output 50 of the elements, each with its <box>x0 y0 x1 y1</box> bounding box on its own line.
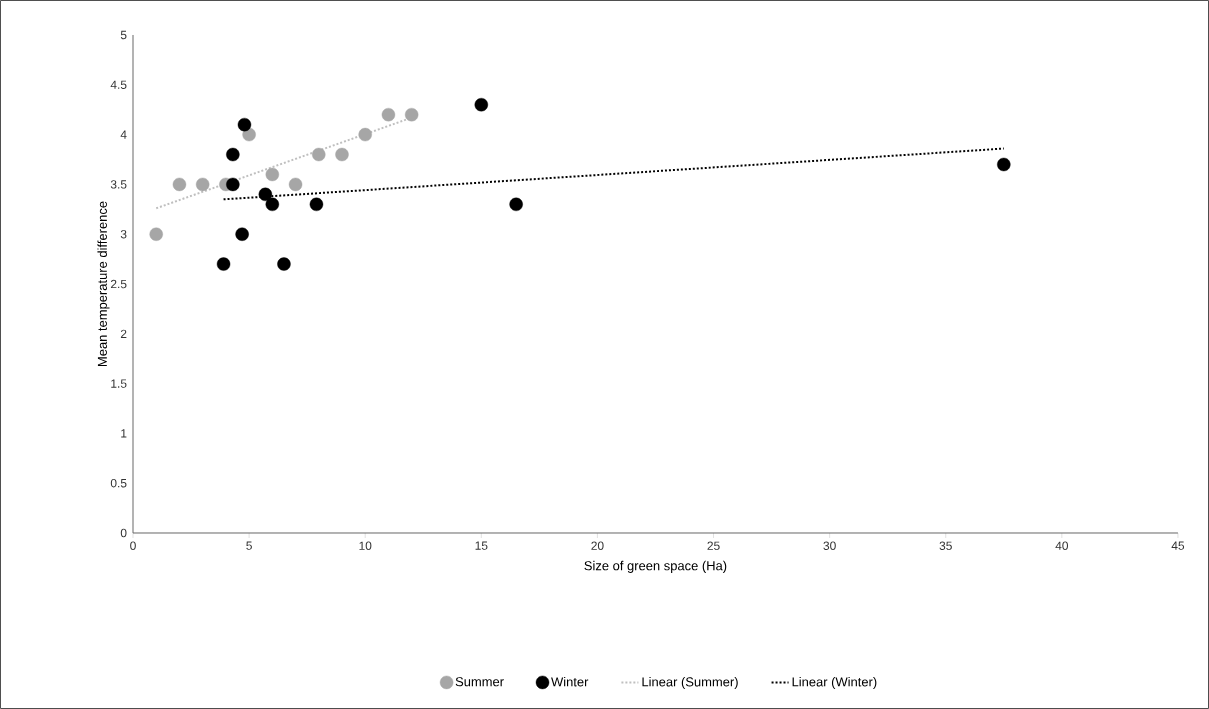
point <box>242 127 256 142</box>
point <box>474 98 489 112</box>
x-tick-label: 45 <box>1171 541 1185 550</box>
y-tick-label: 2.5 <box>110 279 127 289</box>
y-tick-label: 0 <box>120 528 127 538</box>
point <box>237 117 252 132</box>
legend-label: Winter <box>551 676 589 687</box>
y-tick-label: 3 <box>120 229 127 239</box>
y-tick-label: 4.5 <box>110 80 127 89</box>
point <box>288 177 303 192</box>
point <box>381 107 396 122</box>
x-axis-title: Size of green space (Ha) <box>584 560 727 573</box>
point <box>226 177 240 192</box>
x-tick-label: 15 <box>475 541 488 550</box>
point <box>335 147 349 162</box>
y-tick-label: 3.5 <box>110 180 127 189</box>
legend-label: Summer <box>455 677 504 687</box>
x-tick-label: 10 <box>359 541 372 550</box>
point <box>172 177 187 192</box>
point <box>509 197 523 212</box>
y-tick-label: 1 <box>121 429 127 438</box>
legend-label: Linear (Winter) <box>792 676 877 690</box>
point <box>997 157 1011 172</box>
point <box>226 147 240 162</box>
y-tick-label: 0.5 <box>110 478 127 488</box>
y-tick-label: 4 <box>120 130 127 139</box>
point <box>258 187 273 202</box>
y-tick-label: 1.5 <box>111 379 127 388</box>
point <box>216 257 231 271</box>
point <box>312 147 326 162</box>
x-tick-label: 0 <box>130 541 136 550</box>
x-tick-label: 40 <box>1055 541 1069 550</box>
point <box>265 197 280 212</box>
legend-label: Linear (Summer) <box>642 676 738 690</box>
point <box>309 197 324 212</box>
x-tick-label: 30 <box>823 541 836 550</box>
point <box>235 227 249 241</box>
x-tick-label: 25 <box>707 541 720 550</box>
y-axis-title: Mean temperature difference <box>97 201 110 366</box>
point <box>149 227 163 241</box>
point <box>277 257 291 271</box>
y-tick-label: 5 <box>120 30 127 40</box>
point <box>265 167 280 182</box>
x-tick-label: 20 <box>591 541 604 550</box>
x-tick-label: 5 <box>246 541 252 550</box>
point <box>404 107 419 122</box>
x-tick-label: 35 <box>939 541 952 550</box>
y-tick-label: 2 <box>120 329 127 338</box>
point <box>358 127 372 142</box>
point <box>195 177 210 192</box>
